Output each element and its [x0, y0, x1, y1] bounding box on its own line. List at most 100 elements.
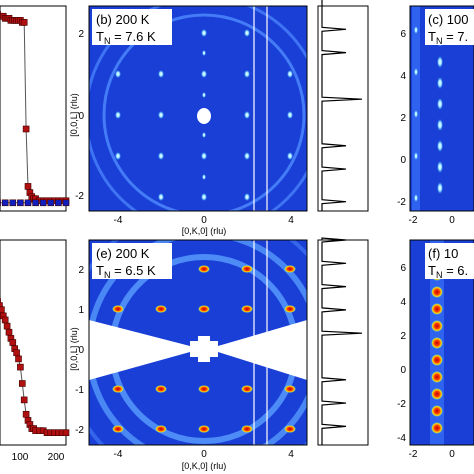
bragg-spot: [198, 385, 210, 393]
bragg-spot: [284, 425, 296, 433]
bragg-spot: [158, 193, 164, 201]
e-x-tick-0: 0: [201, 449, 207, 460]
e-y-tick-2: 2: [78, 265, 84, 276]
f-y-tick-0: 0: [400, 365, 406, 376]
bragg-spot: [198, 425, 210, 433]
linecut-e-trace: [321, 237, 363, 445]
e-xlabel: [0,K,0] (rlu): [182, 461, 227, 471]
bragg-spot: [284, 305, 296, 313]
linecut-e-frame: [317, 239, 369, 446]
panel-b-tn: TN = 7.6 K: [96, 29, 156, 46]
bragg-spot: [201, 70, 207, 78]
bragg-spot: [437, 161, 443, 173]
bragg-spot: [198, 265, 210, 273]
b-ylabel: [0,0,L] (rlu): [69, 93, 79, 137]
panel-e: (e) 200 K TN = 6.5 K 2 1 0 -1 -2 [0,0,L]…: [69, 239, 308, 471]
data-point: [0, 302, 3, 309]
bragg-spot: [414, 152, 418, 160]
linecut-e: [317, 237, 369, 446]
bragg-spot: [431, 354, 443, 366]
bragg-spot: [431, 405, 443, 417]
f-y-tick-4: 4: [400, 297, 406, 308]
panel-f-label-box: [425, 243, 474, 279]
bragg-spot: [244, 29, 250, 37]
bragg-spot: [437, 98, 443, 110]
left-x-tick-100: 100: [12, 452, 29, 463]
e-ylabel: [0,0,L] (rlu): [69, 327, 79, 371]
data-point: [0, 306, 5, 314]
data-point: [1, 199, 9, 207]
bragg-spot: [431, 303, 443, 315]
b-xlabel: [0,K,0] (rlu): [182, 226, 227, 236]
bragg-spot: [155, 425, 167, 433]
b-y-tick-m2: -2: [75, 191, 84, 202]
b-y-tick-2: 2: [78, 29, 84, 40]
bragg-spot: [158, 152, 164, 160]
bragg-spot: [115, 152, 121, 160]
bragg-spot: [437, 140, 443, 152]
bragg-spot: [112, 385, 124, 393]
data-point: [18, 380, 26, 387]
data-point: [9, 199, 17, 207]
data-point: [39, 199, 47, 207]
data-point: [62, 429, 70, 437]
data-point: [55, 199, 62, 207]
bragg-spot: [112, 425, 124, 433]
panel-a: [0, 5, 70, 212]
data-point: [13, 349, 20, 357]
data-point: [24, 199, 32, 207]
beamstop-b: [197, 108, 211, 124]
data-point: [17, 363, 24, 371]
bragg-spot: [437, 119, 443, 131]
panel-a-frame: [0, 5, 67, 212]
f-y-tick-m4: -4: [397, 433, 406, 444]
bragg-spot: [241, 265, 253, 273]
bragg-spot: [201, 193, 207, 201]
panel-c-tn: TN = 7.: [428, 29, 468, 46]
e-y-tick-0: 0: [78, 345, 84, 356]
bragg-spot: [414, 26, 418, 34]
bragg-spot: [414, 68, 418, 76]
f-y-tick-m2: -2: [397, 399, 406, 410]
data-point: [17, 199, 24, 207]
bragg-spot: [284, 385, 296, 393]
bragg-spot: [198, 305, 210, 313]
data-point: [9, 339, 17, 346]
panel-f-title: (f) 10: [428, 246, 458, 261]
bragg-spot: [115, 70, 121, 78]
data-point: [20, 396, 28, 404]
bragg-spot: [244, 70, 250, 78]
bragg-spot: [202, 132, 206, 138]
data-point: [1, 316, 9, 324]
b-x-tick-0: 0: [201, 215, 207, 226]
data-point: [3, 322, 11, 330]
e-y-tick-m2: -2: [75, 425, 84, 436]
e-x-tick-m4: -4: [114, 449, 123, 460]
bragg-spot: [155, 305, 167, 313]
data-point: [0, 298, 1, 305]
bragg-spot: [202, 92, 206, 98]
bragg-spot: [431, 337, 443, 349]
data-point: [47, 199, 55, 207]
linecut-b-frame: [317, 5, 369, 212]
data-point: [22, 125, 30, 133]
bragg-spot: [431, 388, 443, 400]
panel-c: (c) 100 TN = 7. 6 4 2 0 -2 -2 0: [397, 5, 474, 226]
data-point: [5, 328, 13, 336]
bragg-spot: [201, 29, 207, 37]
c-x-tick-0: 0: [449, 215, 455, 226]
bragg-spot: [202, 174, 206, 180]
c-y-tick-4: 4: [400, 71, 406, 82]
panel-d: 100 200: [0, 239, 70, 463]
data-point: [0, 199, 1, 207]
left-x-tick-200: 200: [48, 452, 65, 463]
linecut-b-trace: [321, 0, 363, 211]
panel-b: (b) 200 K TN = 7.6 K 2 0 -2 [0,0,L] (rlu…: [69, 5, 308, 236]
data-point: [15, 355, 22, 363]
bragg-spot: [244, 152, 250, 160]
panel-e-label-box: [92, 243, 172, 279]
f-x-tick-0: 0: [449, 449, 455, 460]
panel-b-spots: [115, 29, 293, 201]
bragg-spot: [437, 56, 443, 68]
